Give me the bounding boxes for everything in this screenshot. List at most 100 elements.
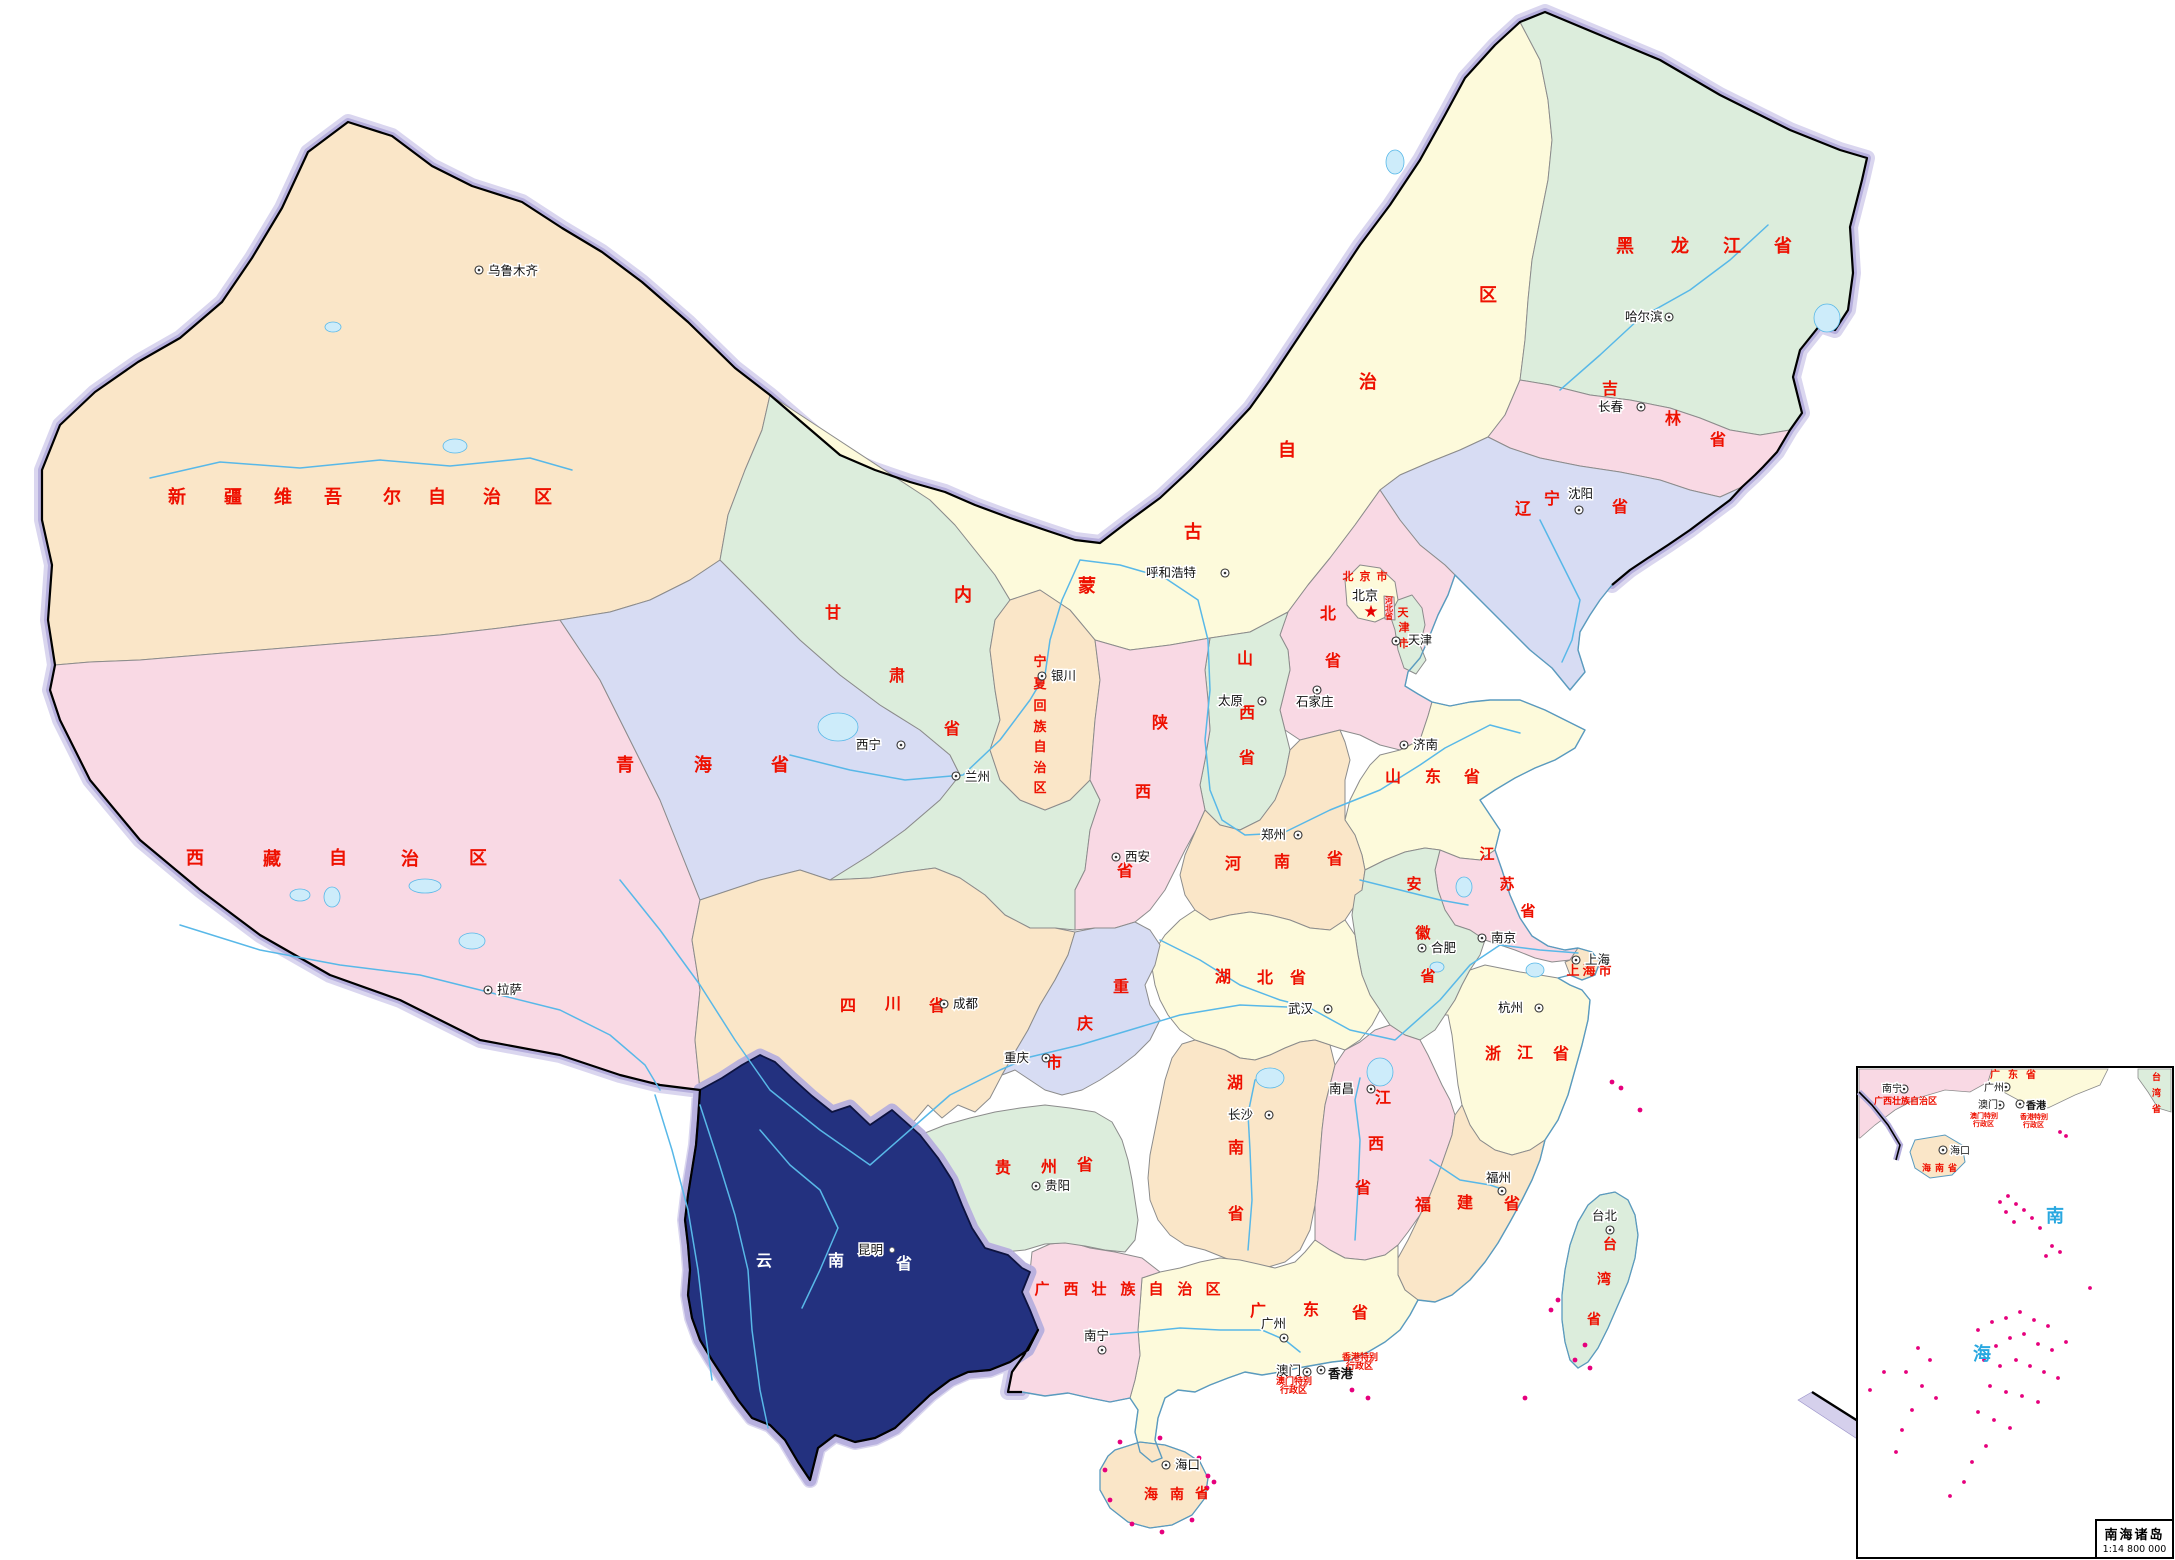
city-xining[interactable]: 西宁 bbox=[855, 736, 906, 754]
city-label-lasa: 拉萨 bbox=[497, 982, 522, 997]
city-taibei[interactable]: 台北 bbox=[1591, 1207, 1619, 1235]
city-beijing_c[interactable]: ★北京 bbox=[1351, 588, 1380, 623]
island-dot-7 bbox=[1587, 1365, 1593, 1371]
province-label-anhui: 徽 bbox=[1414, 924, 1431, 942]
province-label-heilongjiang: 江 bbox=[1723, 236, 1741, 257]
city-tianjin_c[interactable]: 天津 bbox=[1391, 632, 1434, 649]
city-guiyang[interactable]: 贵阳 bbox=[1031, 1177, 1072, 1195]
province-label-liaoning: 宁 bbox=[1544, 489, 1560, 508]
inset-island-dot-3 bbox=[2006, 1194, 2010, 1198]
inset-label-in_nanning: 南宁 bbox=[1882, 1082, 1902, 1095]
province-label-henan: 省 bbox=[1326, 849, 1343, 868]
city-label-nanning: 南宁 bbox=[1084, 1328, 1109, 1343]
city-shenyang[interactable]: 沈阳 bbox=[1567, 485, 1595, 515]
inset-island-dot-9 bbox=[2038, 1226, 2042, 1230]
city-lanzhou[interactable]: 兰州 bbox=[951, 768, 992, 786]
city-nanchang[interactable]: 南昌 bbox=[1328, 1080, 1376, 1098]
inset-island-dot-10 bbox=[2050, 1244, 2054, 1248]
province-label-shanghai: 海 bbox=[1582, 963, 1595, 979]
city-lasa[interactable]: 拉萨 bbox=[483, 981, 524, 999]
province-label-ningxia: 回 bbox=[1033, 699, 1046, 714]
province-xinjiang[interactable] bbox=[41, 121, 771, 666]
province-label-zhejiang: 浙 bbox=[1485, 1044, 1501, 1063]
city-chengdu[interactable]: 成都 bbox=[939, 995, 980, 1013]
province-label-fujian: 建 bbox=[1457, 1193, 1473, 1212]
province-label-xinjiang: 尔 bbox=[383, 486, 401, 508]
city-xianggang[interactable]: 香港 bbox=[1316, 1365, 1355, 1383]
city-wulumuqi[interactable]: 乌鲁木齐 bbox=[474, 262, 540, 280]
city-fuzhou[interactable]: 福州 bbox=[1485, 1169, 1513, 1196]
city-jinan[interactable]: 济南 bbox=[1399, 736, 1440, 754]
province-label-shaanxi: 西 bbox=[1135, 782, 1151, 801]
province-label-jiangxi: 西 bbox=[1368, 1134, 1384, 1153]
province-label-jilin: 省 bbox=[1709, 430, 1726, 449]
city-guangzhou[interactable]: 广州 bbox=[1260, 1315, 1289, 1343]
city-nanjing[interactable]: 南京 bbox=[1477, 929, 1518, 947]
city-shanghai_c[interactable]: 上海 bbox=[1571, 951, 1612, 969]
inset-label-in_xianggang: 香港 bbox=[2026, 1099, 2047, 1112]
province-chongqing[interactable] bbox=[1001, 921, 1161, 1096]
province-hebei_enclave[interactable] bbox=[1383, 595, 1396, 621]
city-haerbin[interactable]: 哈尔滨 bbox=[1624, 308, 1674, 326]
province-label-heilongjiang: 龙 bbox=[1671, 235, 1689, 257]
city-hefei[interactable]: 合肥 bbox=[1417, 939, 1458, 957]
city-nanning[interactable]: 南宁 bbox=[1083, 1327, 1111, 1355]
city-taiyuan[interactable]: 太原 bbox=[1217, 692, 1267, 710]
city-changsha[interactable]: 长沙 bbox=[1227, 1106, 1274, 1124]
river-12 bbox=[1429, 1159, 1503, 1190]
province-label-ningxia: 宁 bbox=[1033, 654, 1046, 670]
island-dot-9 bbox=[1349, 1387, 1355, 1393]
province-label-shandong: 东 bbox=[1425, 767, 1441, 786]
inset-island-dot-42 bbox=[1948, 1494, 1952, 1498]
province-label-hebei_enclave: 北 bbox=[1385, 603, 1393, 613]
province-label-anhui: 安 bbox=[1406, 875, 1421, 893]
province-hunan[interactable] bbox=[1147, 1039, 1336, 1269]
city-kunming[interactable]: 昆明 bbox=[857, 1241, 896, 1259]
city-xian[interactable]: 西安 bbox=[1111, 848, 1152, 866]
island-dot-19 bbox=[1157, 1435, 1163, 1441]
province-label-shanxi: 西 bbox=[1239, 703, 1255, 722]
city-hangzhou[interactable]: 杭州 bbox=[1497, 999, 1544, 1017]
city-label-changchun: 长春 bbox=[1598, 399, 1624, 414]
province-tianjin[interactable] bbox=[1389, 594, 1427, 675]
inset-island-dot-15 bbox=[1990, 1320, 1994, 1324]
city-label-nanjing: 南京 bbox=[1491, 930, 1516, 945]
inset-island-dot-23 bbox=[2036, 1342, 2040, 1346]
province-label-hebei_enclave: 河 bbox=[1385, 595, 1393, 605]
inset-label-in_aomen_admin2: 行政区 bbox=[1972, 1119, 1994, 1128]
city-label-hangzhou: 杭州 bbox=[1498, 1000, 1523, 1015]
inset-island-dot-32 bbox=[1988, 1384, 1992, 1388]
inset-island-dot-28 bbox=[2014, 1358, 2018, 1362]
lake-3 bbox=[289, 888, 311, 902]
island-dot-4 bbox=[1548, 1307, 1554, 1313]
city-wuhan[interactable]: 武汉 bbox=[1287, 1000, 1333, 1018]
city-aomen[interactable]: 澳门 bbox=[1275, 1362, 1312, 1380]
province-ningxia[interactable] bbox=[989, 589, 1101, 811]
province-label-neimenggu: 蒙 bbox=[1078, 576, 1096, 597]
inset-island-dot-45 bbox=[1904, 1370, 1908, 1374]
inset-island-dot-38 bbox=[2008, 1426, 2012, 1430]
province-label-shanghai: 市 bbox=[1598, 963, 1611, 979]
city-huhehaote[interactable]: 呼和浩特 bbox=[1145, 564, 1230, 582]
inset-island-dot-37 bbox=[1992, 1418, 1996, 1422]
city-label-haerbin: 哈尔滨 bbox=[1625, 309, 1663, 324]
city-label-xining: 西宁 bbox=[856, 737, 881, 752]
province-label-neimenggu: 治 bbox=[1359, 371, 1377, 393]
province-label-fujian: 福 bbox=[1414, 1195, 1431, 1214]
province-label-guizhou: 省 bbox=[1076, 1155, 1093, 1174]
inset-island-dot-11 bbox=[2058, 1250, 2062, 1254]
city-chongqing_c[interactable]: 重庆 bbox=[1003, 1049, 1051, 1067]
city-changchun[interactable]: 长春 bbox=[1597, 398, 1646, 416]
province-label-yunnan: 省 bbox=[895, 1254, 912, 1273]
inset-island-dot-24 bbox=[2050, 1348, 2054, 1352]
inset-island-dot-36 bbox=[1976, 1410, 1980, 1414]
province-guangdong[interactable] bbox=[1129, 1239, 1419, 1463]
city-shijiazhuang[interactable]: 石家庄 bbox=[1295, 685, 1335, 711]
city-haikou[interactable]: 海口 bbox=[1161, 1456, 1202, 1474]
city-yinchuan[interactable]: 银川 bbox=[1037, 667, 1078, 685]
province-label-neimenggu: 古 bbox=[1184, 521, 1202, 543]
city-zhengzhou[interactable]: 郑州 bbox=[1260, 826, 1303, 844]
